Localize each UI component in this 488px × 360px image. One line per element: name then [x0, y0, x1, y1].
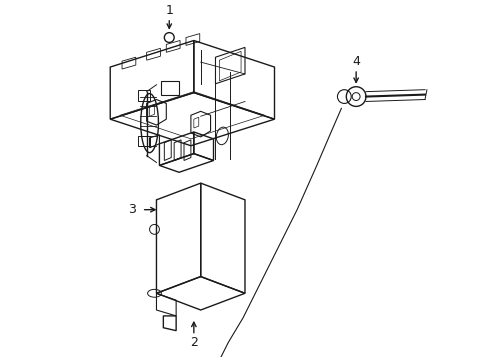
- Bar: [138, 90, 149, 102]
- Text: 1: 1: [165, 4, 173, 18]
- Text: 3: 3: [128, 203, 136, 216]
- Bar: [161, 81, 179, 95]
- Text: 4: 4: [351, 55, 359, 68]
- Text: 2: 2: [189, 336, 197, 349]
- Bar: [138, 136, 149, 146]
